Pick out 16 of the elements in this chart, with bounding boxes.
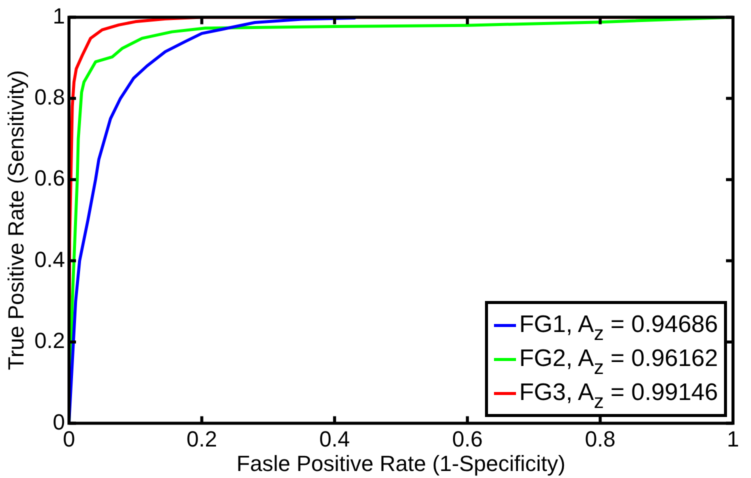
- y-axis-title: True Positive Rate (Sensitivity): [3, 70, 28, 370]
- x-axis-title: Fasle Positive Rate (1-Specificity): [236, 450, 566, 476]
- legend-label: FG3, A$_{z}$ = 0.99146: [519, 378, 718, 414]
- x-tick-label: 0.8: [584, 426, 616, 452]
- legend-label: FG1, A$_{z}$ = 0.94686: [519, 310, 718, 346]
- y-tick-label: 0.8: [34, 84, 65, 110]
- y-tick-label: 1: [52, 3, 65, 28]
- x-tick-label: 1: [726, 426, 740, 452]
- y-tick-label: 0: [52, 409, 65, 434]
- x-tick-label: 0.2: [186, 426, 218, 452]
- x-tick-label: 0.6: [452, 426, 483, 452]
- legend-label: FG2, A$_{z}$ = 0.96162: [519, 344, 718, 380]
- x-tick-label: 0.4: [319, 426, 350, 452]
- y-tick-label: 0.6: [34, 166, 65, 191]
- y-tick-label: 0.4: [34, 246, 65, 272]
- y-tick-label: 0.2: [34, 328, 65, 354]
